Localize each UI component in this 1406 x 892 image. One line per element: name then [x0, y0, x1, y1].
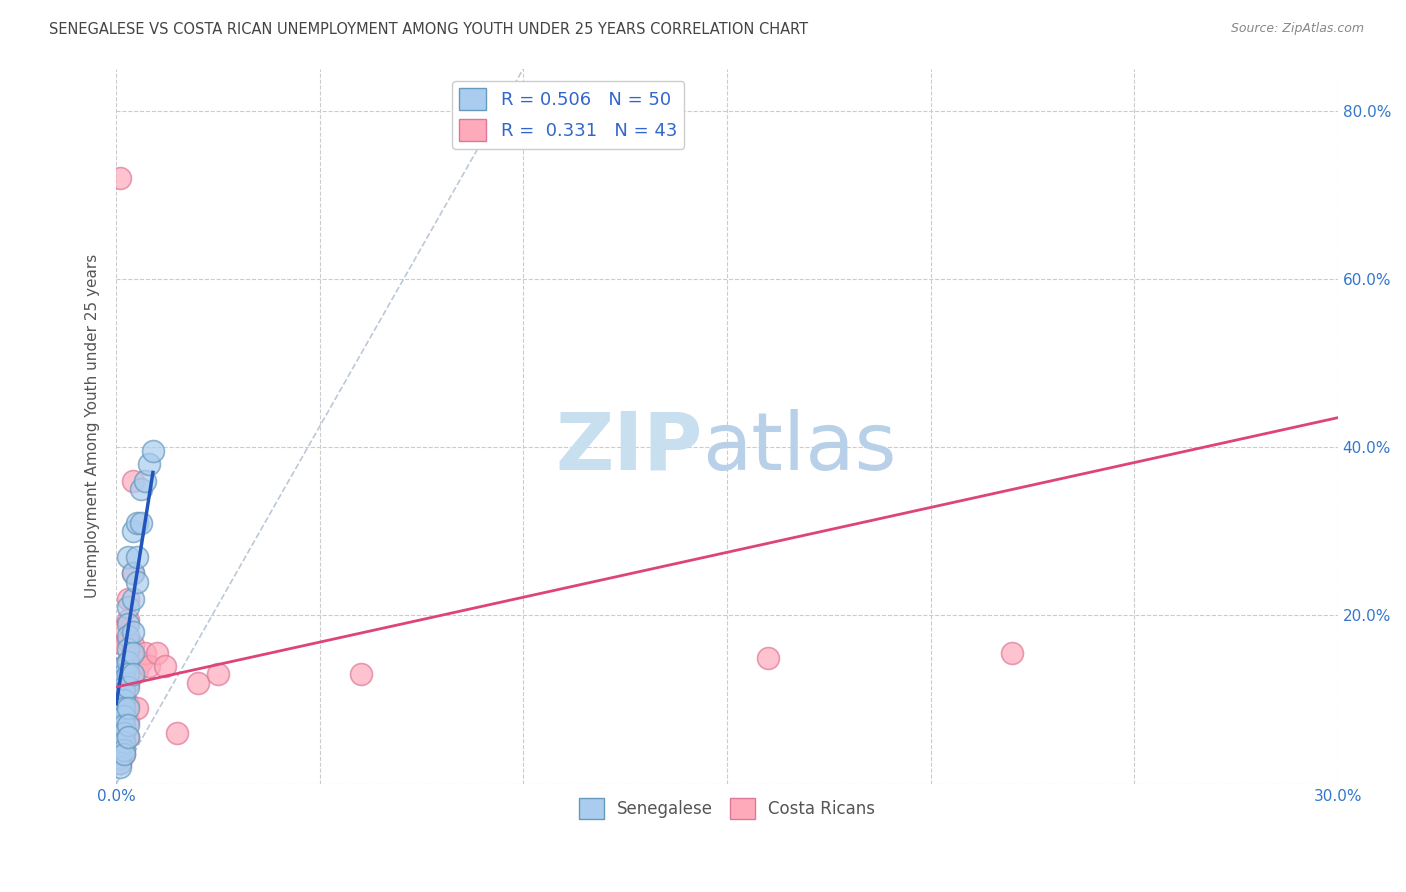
Point	[112, 734, 135, 748]
Point	[756, 650, 779, 665]
Point	[117, 600, 139, 615]
Point	[112, 621, 135, 635]
Point	[117, 591, 139, 606]
Point	[117, 667, 139, 681]
Point	[166, 726, 188, 740]
Point	[117, 731, 139, 745]
Point	[117, 549, 139, 564]
Point	[110, 751, 132, 765]
Point	[129, 516, 152, 530]
Point	[110, 718, 132, 732]
Point	[110, 701, 132, 715]
Point	[110, 663, 132, 677]
Point	[112, 734, 135, 748]
Point	[110, 701, 132, 715]
Point	[110, 756, 132, 770]
Point	[117, 655, 139, 669]
Point	[110, 170, 132, 185]
Point	[110, 680, 132, 694]
Point	[121, 524, 143, 539]
Point	[121, 474, 143, 488]
Point	[110, 756, 132, 770]
Point	[112, 692, 135, 706]
Point	[125, 574, 148, 589]
Point	[121, 591, 143, 606]
Text: ZIP: ZIP	[555, 409, 703, 486]
Point	[117, 731, 139, 745]
Point	[112, 659, 135, 673]
Legend: Senegalese, Costa Ricans: Senegalese, Costa Ricans	[572, 792, 882, 825]
Point	[121, 638, 143, 652]
Point	[117, 630, 139, 644]
Point	[125, 663, 148, 677]
Point	[117, 718, 139, 732]
Point	[110, 709, 132, 723]
Point	[112, 709, 135, 723]
Point	[112, 722, 135, 736]
Point	[110, 663, 132, 677]
Point	[129, 482, 152, 496]
Point	[125, 516, 148, 530]
Point	[138, 457, 160, 471]
Point	[121, 667, 143, 681]
Point	[121, 566, 143, 581]
Point	[112, 747, 135, 762]
Point	[121, 667, 143, 681]
Point	[125, 701, 148, 715]
Y-axis label: Unemployment Among Youth under 25 years: Unemployment Among Youth under 25 years	[86, 254, 100, 599]
Text: SENEGALESE VS COSTA RICAN UNEMPLOYMENT AMONG YOUTH UNDER 25 YEARS CORRELATION CH: SENEGALESE VS COSTA RICAN UNEMPLOYMENT A…	[49, 22, 808, 37]
Point	[112, 726, 135, 740]
Point	[112, 692, 135, 706]
Point	[110, 734, 132, 748]
Text: atlas: atlas	[703, 409, 897, 486]
Point	[138, 659, 160, 673]
Point	[112, 672, 135, 686]
Point	[112, 709, 135, 723]
Point	[112, 675, 135, 690]
Point	[117, 701, 139, 715]
Point	[121, 566, 143, 581]
Point	[112, 659, 135, 673]
Point	[110, 726, 132, 740]
Point	[117, 613, 139, 627]
Point	[112, 701, 135, 715]
Point	[117, 655, 139, 669]
Point	[117, 714, 139, 728]
Point	[134, 474, 156, 488]
Point	[110, 760, 132, 774]
Point	[110, 743, 132, 757]
Point	[117, 675, 139, 690]
Point	[134, 646, 156, 660]
Point	[142, 444, 165, 458]
Point	[129, 655, 152, 669]
Point	[112, 667, 135, 681]
Point	[117, 697, 139, 711]
Point	[349, 667, 371, 681]
Point	[112, 684, 135, 698]
Point	[1001, 646, 1024, 660]
Point	[110, 743, 132, 757]
Point	[117, 680, 139, 694]
Point	[112, 743, 135, 757]
Point	[153, 659, 176, 673]
Point	[112, 747, 135, 762]
Point	[110, 714, 132, 728]
Point	[117, 633, 139, 648]
Point	[112, 680, 135, 694]
Point	[117, 642, 139, 657]
Point	[125, 549, 148, 564]
Point	[117, 616, 139, 631]
Point	[110, 726, 132, 740]
Point	[207, 667, 229, 681]
Point	[121, 646, 143, 660]
Point	[187, 675, 209, 690]
Point	[112, 718, 135, 732]
Point	[110, 684, 132, 698]
Point	[112, 638, 135, 652]
Point	[110, 734, 132, 748]
Point	[146, 646, 169, 660]
Text: Source: ZipAtlas.com: Source: ZipAtlas.com	[1230, 22, 1364, 36]
Point	[121, 625, 143, 640]
Point	[110, 692, 132, 706]
